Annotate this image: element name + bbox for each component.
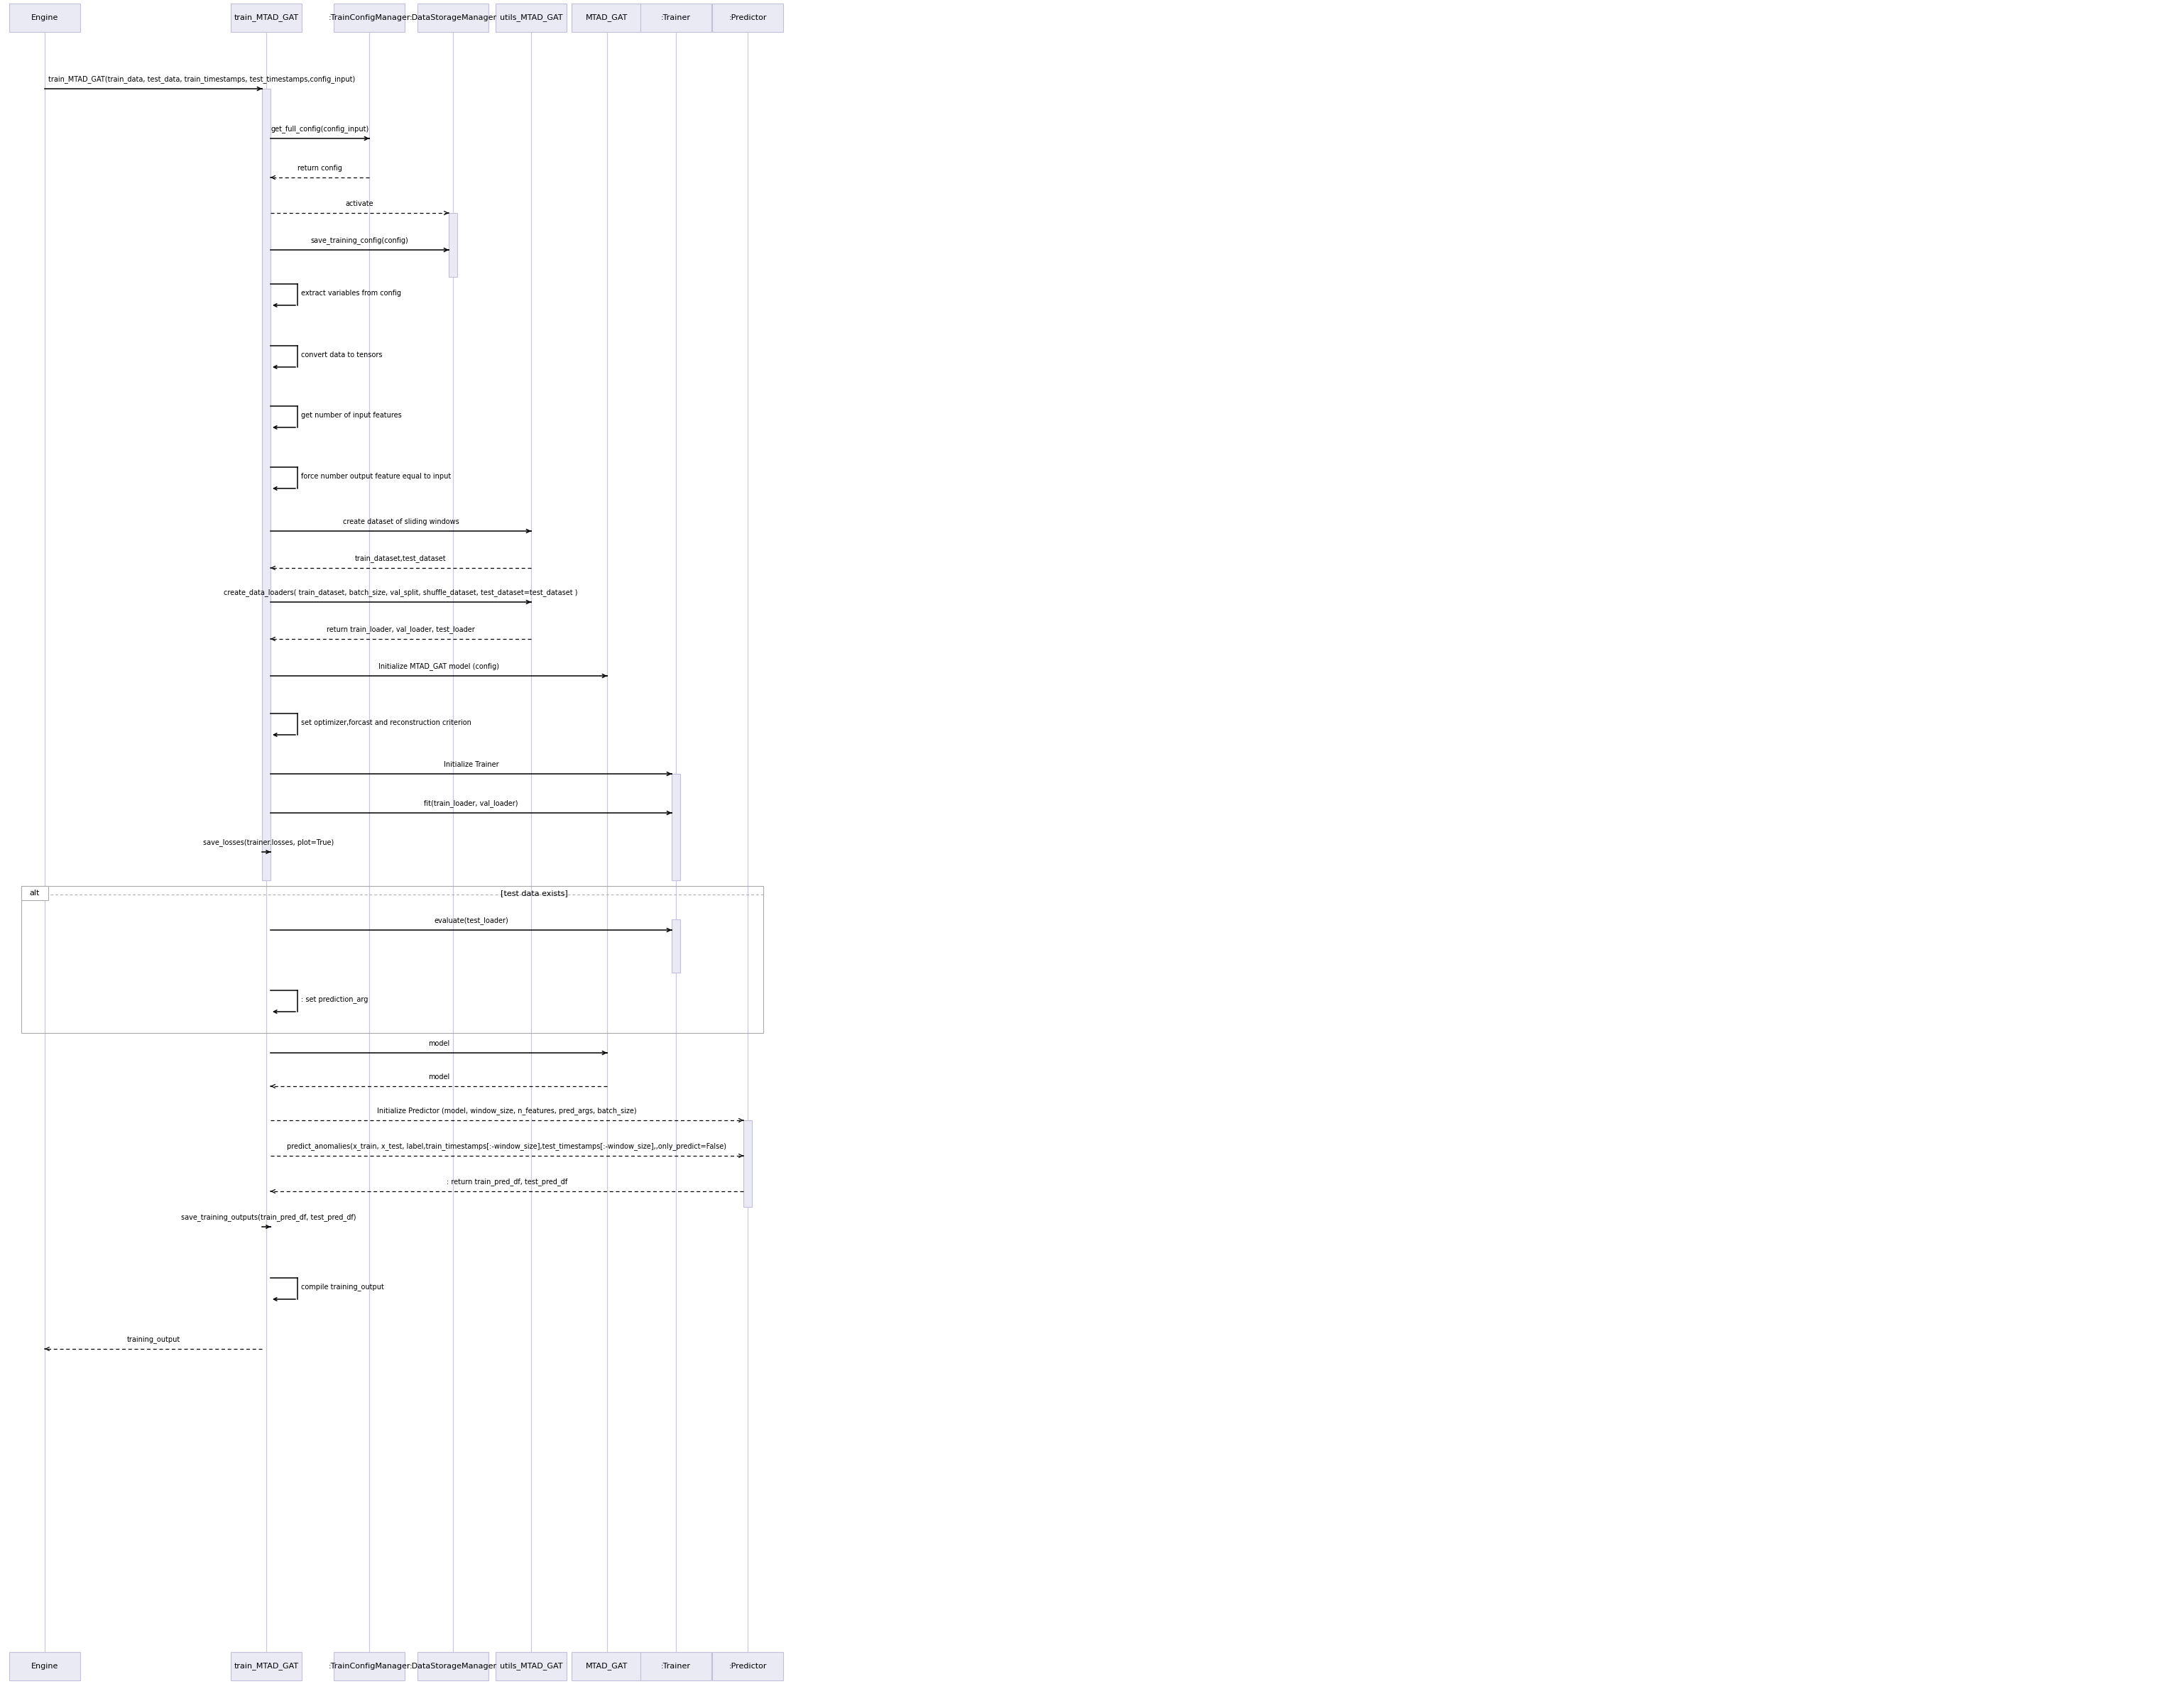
Bar: [743, 1120, 751, 1207]
Text: : set prediction_arg: : set prediction_arg: [301, 995, 369, 1004]
Text: :TrainConfigManager: :TrainConfigManager: [328, 13, 411, 22]
Text: Initialize MTAD_GAT model (config): Initialize MTAD_GAT model (config): [378, 662, 500, 670]
Bar: [496, 3, 566, 32]
Text: activate: activate: [345, 200, 373, 207]
Text: force number output feature equal to input: force number output feature equal to inp…: [301, 473, 452, 480]
Bar: [262, 89, 271, 881]
Text: model: model: [428, 1041, 450, 1047]
Bar: [673, 919, 679, 973]
Text: train_MTAD_GAT(train_data, test_data, train_timestamps, test_timestamps,config_i: train_MTAD_GAT(train_data, test_data, tr…: [48, 76, 356, 83]
Text: :Trainer: :Trainer: [662, 1662, 690, 1671]
Bar: [712, 1652, 784, 1681]
Bar: [9, 1652, 81, 1681]
Text: : return train_pred_df, test_pred_df: : return train_pred_df, test_pred_df: [446, 1177, 568, 1186]
Text: create dataset of sliding windows: create dataset of sliding windows: [343, 519, 459, 525]
Bar: [448, 212, 456, 276]
Text: train_MTAD_GAT: train_MTAD_GAT: [234, 13, 299, 22]
Bar: [9, 3, 81, 32]
Text: :Predictor: :Predictor: [729, 13, 767, 22]
Bar: [712, 3, 784, 32]
Text: return train_loader, val_loader, test_loader: return train_loader, val_loader, test_lo…: [328, 625, 474, 633]
Bar: [496, 1652, 566, 1681]
Text: MTAD_GAT: MTAD_GAT: [585, 1662, 629, 1671]
Text: get number of input features: get number of input features: [301, 413, 402, 419]
Text: compile training_output: compile training_output: [301, 1283, 384, 1292]
Text: save_training_outputs(train_pred_df, test_pred_df): save_training_outputs(train_pred_df, tes…: [181, 1214, 356, 1221]
Text: return config: return config: [297, 165, 343, 172]
Text: utils_MTAD_GAT: utils_MTAD_GAT: [500, 13, 563, 22]
Bar: [572, 1652, 642, 1681]
Text: :Predictor: :Predictor: [729, 1662, 767, 1671]
Text: :TrainConfigManager: :TrainConfigManager: [328, 1662, 411, 1671]
Bar: [232, 3, 301, 32]
Text: Engine: Engine: [31, 13, 59, 22]
Text: Initialize Trainer: Initialize Trainer: [443, 761, 498, 768]
Text: fit(train_loader, val_loader): fit(train_loader, val_loader): [424, 800, 518, 807]
Text: utils_MTAD_GAT: utils_MTAD_GAT: [500, 1662, 563, 1671]
Text: :DataStorageManager: :DataStorageManager: [408, 13, 496, 22]
Text: save_training_config(config): save_training_config(config): [310, 236, 408, 244]
Text: set optimizer,forcast and reconstruction criterion: set optimizer,forcast and reconstruction…: [301, 719, 472, 726]
Text: train_MTAD_GAT: train_MTAD_GAT: [234, 1662, 299, 1671]
Text: :Trainer: :Trainer: [662, 13, 690, 22]
Text: evaluate(test_loader): evaluate(test_loader): [435, 916, 509, 925]
Text: model: model: [428, 1073, 450, 1081]
Bar: [417, 3, 489, 32]
Text: MTAD_GAT: MTAD_GAT: [585, 13, 629, 22]
Bar: [640, 1652, 712, 1681]
Bar: [22, 886, 762, 1032]
Text: alt: alt: [31, 889, 39, 896]
Text: save_losses(trainer.losses, plot=True): save_losses(trainer.losses, plot=True): [203, 839, 334, 847]
Bar: [232, 1652, 301, 1681]
Text: [test data exists]: [test data exists]: [500, 889, 568, 896]
Bar: [417, 1652, 489, 1681]
Text: Initialize Predictor (model, window_size, n_features, pred_args, batch_size): Initialize Predictor (model, window_size…: [378, 1106, 638, 1115]
Bar: [334, 1652, 404, 1681]
Text: training_output: training_output: [127, 1335, 179, 1344]
Text: convert data to tensors: convert data to tensors: [301, 352, 382, 359]
Text: extract variables from config: extract variables from config: [301, 290, 402, 296]
Text: :DataStorageManager: :DataStorageManager: [408, 1662, 496, 1671]
Bar: [334, 3, 404, 32]
Text: predict_anomalies(x_train, x_test, label,train_timestamps[:-window_size],test_ti: predict_anomalies(x_train, x_test, label…: [288, 1142, 727, 1150]
Text: create_data_loaders( train_dataset, batch_size, val_split, shuffle_dataset, test: create_data_loaders( train_dataset, batc…: [223, 589, 579, 596]
Text: Engine: Engine: [31, 1662, 59, 1671]
Bar: [22, 886, 48, 901]
Bar: [673, 775, 679, 881]
Text: get_full_config(config_input): get_full_config(config_input): [271, 125, 369, 133]
Text: train_dataset,test_dataset: train_dataset,test_dataset: [356, 554, 446, 562]
Bar: [572, 3, 642, 32]
Bar: [640, 3, 712, 32]
